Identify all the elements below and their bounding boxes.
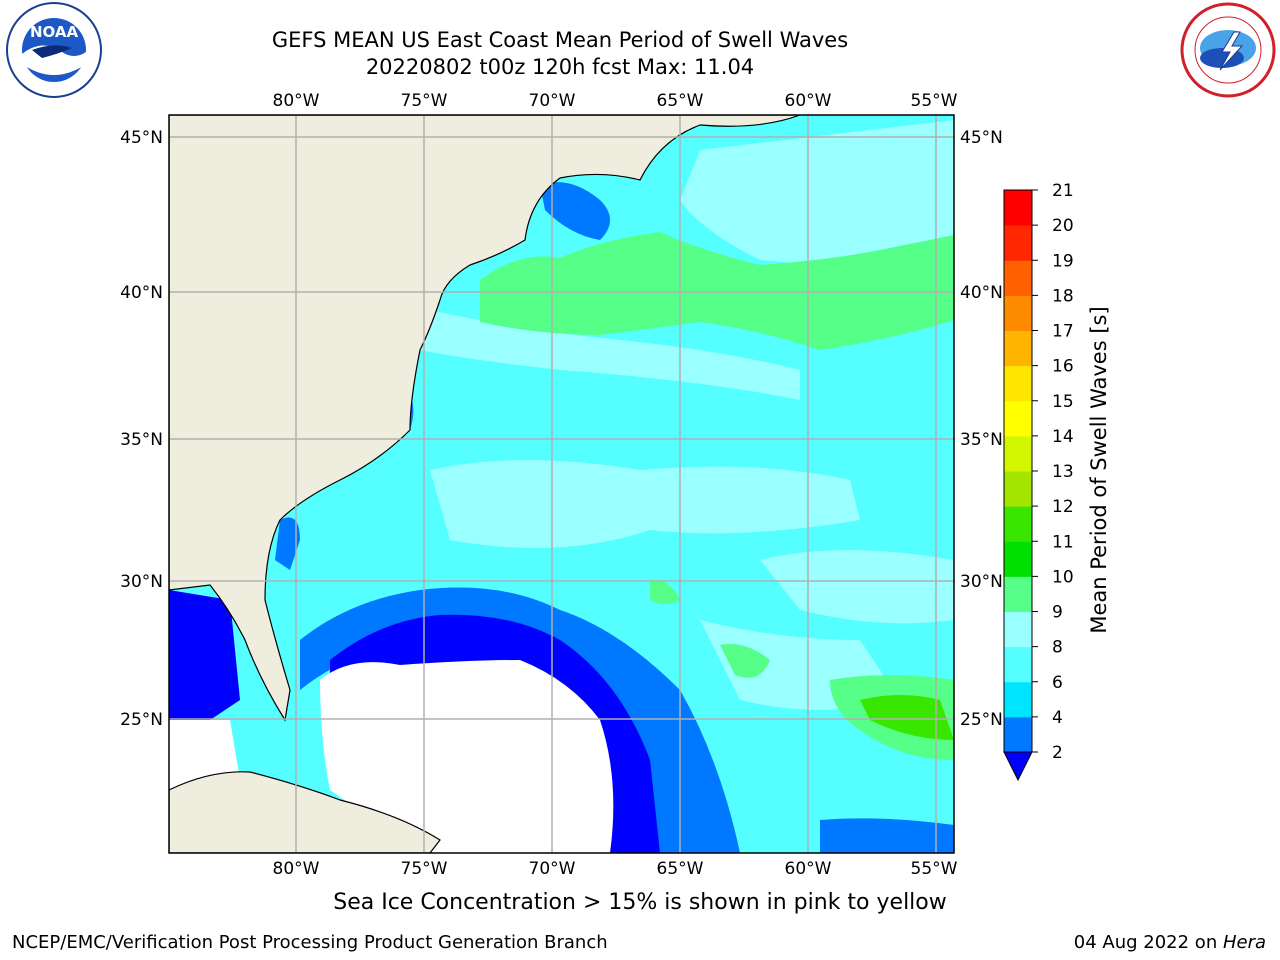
colorbar-segment <box>1004 646 1032 683</box>
lon-label-bottom: 60°W <box>785 859 832 879</box>
colorbar-tick-label: 9 <box>1052 603 1063 623</box>
lat-label-left: 25°N <box>120 710 163 730</box>
lon-label-top: 55°W <box>911 91 958 111</box>
colorbar-segment <box>1004 330 1032 367</box>
colorbar-segment <box>1004 716 1032 753</box>
lat-label-right: 30°N <box>960 572 1003 592</box>
colorbar-segment <box>1004 225 1032 261</box>
nws-logo <box>1180 2 1276 98</box>
colorbar-tick-label: 18 <box>1052 286 1074 306</box>
colorbar-tick-label: 15 <box>1052 392 1074 412</box>
lon-label-bottom: 70°W <box>529 859 576 879</box>
lon-label-top: 80°W <box>273 91 320 111</box>
colorbar: 2 4 6 8 9 10 11 12 13 14 15 16 17 18 19 20 21 <box>1003 181 1074 782</box>
noaa-logo: NOAA <box>6 2 102 98</box>
lat-label-left: 30°N <box>120 572 163 592</box>
colorbar-tick-label: 21 <box>1052 181 1074 201</box>
colorbar-segment <box>1004 190 1032 226</box>
lon-label-bottom: 65°W <box>657 859 704 879</box>
colorbar-tick-label: 8 <box>1052 638 1063 658</box>
noaa-logo-text: NOAA <box>30 23 79 41</box>
colorbar-segment <box>1004 576 1032 612</box>
lon-label-top: 65°W <box>657 91 704 111</box>
colorbar-segment <box>1004 471 1032 507</box>
lat-label-right: 40°N <box>960 283 1003 303</box>
lat-label-left: 40°N <box>120 283 163 303</box>
colorbar-tick-label: 6 <box>1052 673 1063 693</box>
colorbar-tick-label: 13 <box>1052 462 1074 482</box>
lat-label-right: 45°N <box>960 128 1003 148</box>
credit-left: NCEP/EMC/Verification Post Processing Pr… <box>12 932 608 953</box>
lon-label-top: 75°W <box>401 91 448 111</box>
credit-date: 04 Aug 2022 on <box>1073 932 1223 953</box>
lon-label-bottom: 80°W <box>273 859 320 879</box>
colorbar-segment <box>1004 435 1032 472</box>
lat-label-right: 25°N <box>960 710 1003 730</box>
credit-host: Hera <box>1222 932 1266 953</box>
colorbar-segment <box>1004 365 1032 402</box>
colorbar-segment <box>1004 541 1032 577</box>
colorbar-tick-label: 16 <box>1052 357 1074 377</box>
colorbar-extend-triangle <box>1003 751 1033 782</box>
lon-label-top: 60°W <box>785 91 832 111</box>
colorbar-segment <box>1004 295 1032 331</box>
colorbar-segment <box>1004 260 1032 296</box>
lat-label-right: 35°N <box>960 430 1003 450</box>
colorbar-segment <box>1004 611 1032 648</box>
colorbar-segment <box>1004 400 1032 437</box>
chart-subtitle: 20220802 t00z 120h fcst Max: 11.04 <box>365 55 755 79</box>
sea-ice-note: Sea Ice Concentration > 15% is shown in … <box>333 890 947 915</box>
chart-title: GEFS MEAN US East Coast Mean Period of S… <box>271 28 849 52</box>
map-field <box>169 115 954 853</box>
colorbar-tick-label: 20 <box>1052 216 1074 236</box>
colorbar-tick-label: 12 <box>1052 497 1074 517</box>
colorbar-tick-label: 14 <box>1052 427 1074 447</box>
lon-label-top: 70°W <box>529 91 576 111</box>
lon-label-bottom: 55°W <box>911 859 958 879</box>
colorbar-tick-label: 10 <box>1052 567 1074 587</box>
colorbar-tick-label: 11 <box>1052 532 1074 552</box>
lat-label-left: 35°N <box>120 430 163 450</box>
colorbar-label: Mean Period of Swell Waves [s] <box>1087 306 1111 633</box>
colorbar-segment <box>1004 681 1032 718</box>
lon-label-bottom: 75°W <box>401 859 448 879</box>
colorbar-tick-label: 19 <box>1052 251 1074 271</box>
colorbar-tick-label: 2 <box>1052 743 1063 763</box>
credit-right: 04 Aug 2022 on Hera <box>1074 932 1266 953</box>
colorbar-tick-label: 17 <box>1052 322 1074 342</box>
colorbar-tick-label: 4 <box>1052 708 1063 728</box>
colorbar-segment <box>1004 506 1032 542</box>
lat-label-left: 45°N <box>120 128 163 148</box>
